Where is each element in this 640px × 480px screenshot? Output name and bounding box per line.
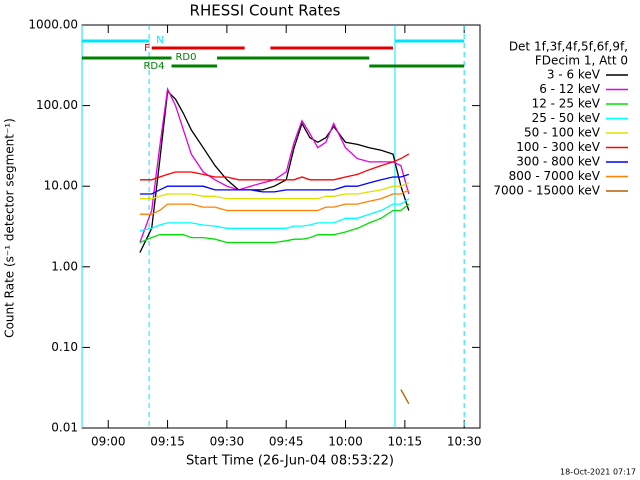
legend-label: 300 - 800 keV bbox=[516, 155, 600, 169]
series-line bbox=[139, 89, 410, 253]
legend-label: 7000 - 15000 keV bbox=[493, 184, 600, 198]
x-tick-label: 10:30 bbox=[447, 435, 482, 449]
series-line bbox=[400, 389, 410, 405]
y-tick-label: 0.01 bbox=[51, 421, 78, 435]
series-line bbox=[139, 182, 410, 200]
flag-label: RD0 bbox=[175, 52, 196, 63]
x-tick-label: 09:45 bbox=[269, 435, 304, 449]
y-tick-label: 10.00 bbox=[44, 179, 78, 193]
legend-label: 50 - 100 keV bbox=[524, 126, 601, 140]
x-tick-label: 09:30 bbox=[210, 435, 245, 449]
y-tick-label: 1.00 bbox=[51, 259, 78, 273]
x-tick-label: 10:00 bbox=[328, 435, 363, 449]
chart-title: RHESSI Count Rates bbox=[190, 2, 341, 20]
footer: 18-Oct-2021 07:17 bbox=[560, 468, 636, 477]
series-line bbox=[139, 198, 410, 232]
series-line bbox=[139, 153, 410, 181]
legend-label: 3 - 6 keV bbox=[547, 68, 601, 82]
legend-label: 800 - 7000 keV bbox=[509, 169, 601, 183]
flag-label: F bbox=[144, 43, 150, 54]
legend-label: 25 - 50 keV bbox=[532, 111, 601, 125]
series-line bbox=[139, 189, 410, 215]
y-tick-label: 0.10 bbox=[51, 340, 78, 354]
legend-label: 6 - 12 keV bbox=[539, 82, 601, 96]
legend-header: FDecim 1, Att 0 bbox=[535, 54, 628, 68]
x-tick-label: 10:15 bbox=[388, 435, 423, 449]
y-tick-label: 100.00 bbox=[36, 98, 78, 112]
x-axis-label: Start Time (26-Jun-04 08:53:22) bbox=[186, 454, 394, 469]
plot-frame bbox=[81, 24, 481, 429]
x-tick-label: 09:00 bbox=[91, 435, 126, 449]
series-line bbox=[139, 86, 410, 243]
legend-label: 100 - 300 keV bbox=[516, 140, 600, 154]
series-line bbox=[139, 203, 410, 244]
legend-header: Det 1f,3f,4f,5f,6f,9f, bbox=[509, 40, 628, 54]
legend-label: 12 - 25 keV bbox=[532, 97, 601, 111]
x-tick-label: 09:15 bbox=[150, 435, 185, 449]
series-line bbox=[139, 173, 410, 195]
y-axis-label: Count Rate (s⁻¹ detector segment⁻¹) bbox=[3, 118, 17, 338]
flag-label: N bbox=[156, 35, 163, 46]
y-tick-label: 1000.00 bbox=[28, 18, 78, 32]
flag-label: RD4 bbox=[143, 61, 164, 72]
